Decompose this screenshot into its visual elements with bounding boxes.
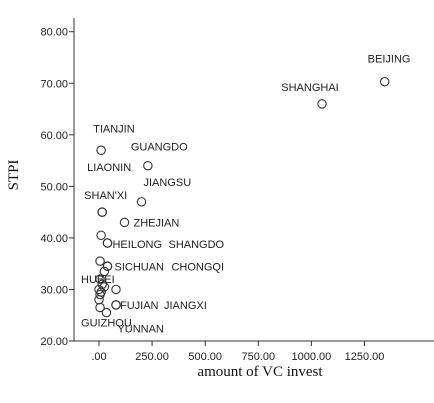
y-tick-label: 60.00	[40, 130, 68, 142]
x-tick-label: 500.00	[188, 351, 222, 363]
data-point	[119, 217, 130, 228]
point-label: GUANGDO	[131, 142, 188, 154]
point-label: GUIZHOU	[81, 317, 132, 329]
y-tick-label: 50.00	[40, 181, 68, 193]
data-point	[111, 284, 121, 295]
data-point	[379, 76, 390, 87]
data-point	[136, 197, 147, 207]
data-point	[99, 282, 110, 292]
y-tick-label: 30.00	[40, 284, 68, 296]
data-point	[95, 256, 105, 266]
data-point	[111, 300, 121, 310]
x-tick-label: 750.00	[241, 351, 275, 363]
y-tick-label: 40.00	[40, 233, 68, 245]
point-label: ZHEJIAN	[133, 217, 179, 229]
data-point	[94, 295, 104, 305]
point-label: HUBEI	[81, 274, 115, 286]
data-point	[101, 307, 112, 318]
point-label: SICHUAN	[114, 261, 164, 273]
x-tick-label: 1000.00	[292, 351, 332, 363]
x-axis-title: amount of VC invest	[197, 364, 323, 380]
data-point	[94, 284, 104, 295]
data-point	[317, 99, 327, 109]
data-point	[96, 230, 106, 241]
data-point	[97, 207, 107, 217]
data-point	[96, 145, 106, 156]
point-label: SHAN'XI	[84, 190, 127, 202]
point-label: HEILONG	[112, 239, 162, 251]
y-tick-label: 20.00	[40, 336, 68, 348]
data-point	[99, 266, 110, 277]
data-point	[97, 279, 107, 290]
point-label: SHANGHAI	[281, 82, 338, 94]
data-point	[95, 289, 105, 300]
x-tick-label: .00	[91, 351, 106, 363]
point-label: JIANGSU	[143, 177, 191, 189]
point-label: CHONGQI	[171, 261, 224, 273]
point-label: SHANGDO	[168, 239, 224, 251]
point-label: BEIJING	[368, 54, 411, 66]
y-ticks: 20.00 30.00 40.00 50.00 60.00 70.00 80.00	[40, 27, 74, 348]
data-point	[143, 160, 153, 171]
data-point	[102, 238, 113, 248]
data-point	[95, 302, 105, 313]
x-ticks: .00 250.00 500.00 750.00 1000.00 1250.00	[91, 341, 384, 363]
point-label: LIAONIN	[87, 162, 131, 174]
y-axis-title: STPI	[6, 160, 22, 191]
x-tick-label: 1250.00	[345, 351, 385, 363]
x-tick-label: 250.00	[135, 351, 169, 363]
data-point	[102, 261, 113, 272]
data-point	[95, 274, 105, 284]
point-label: YUNNAN	[117, 324, 164, 336]
data-points	[94, 76, 390, 318]
axes	[73, 18, 434, 342]
y-tick-label: 70.00	[40, 78, 68, 90]
y-tick-label: 80.00	[40, 27, 68, 39]
point-label: JIANGXI	[164, 300, 207, 312]
point-label: TIANJIN	[93, 123, 135, 135]
point-label: FUJIAN	[120, 300, 159, 312]
